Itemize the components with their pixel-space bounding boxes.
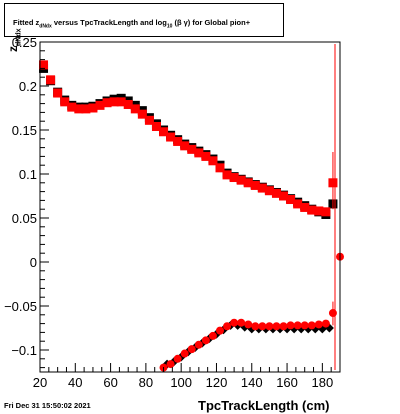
x-tick-label: 20 bbox=[33, 375, 47, 390]
x-tick-label: 160 bbox=[276, 375, 298, 390]
data-point-circle bbox=[314, 320, 323, 329]
data-point-circle bbox=[258, 322, 267, 331]
data-point-square bbox=[130, 104, 140, 114]
data-point-circle bbox=[265, 322, 274, 331]
y-tick-label: −0.05 bbox=[4, 299, 37, 314]
data-point-square bbox=[264, 186, 274, 196]
data-point-square bbox=[116, 97, 126, 107]
data-point-square bbox=[222, 170, 232, 180]
x-tick-label: 180 bbox=[312, 375, 334, 390]
plot-area bbox=[40, 42, 340, 372]
data-point-square bbox=[74, 104, 84, 114]
data-point-circle bbox=[272, 322, 281, 331]
data-point-square bbox=[151, 121, 161, 131]
y-tick-label: 0.1 bbox=[19, 167, 37, 182]
data-point-circle bbox=[208, 331, 217, 340]
data-point-square bbox=[81, 104, 91, 114]
data-point-square bbox=[236, 175, 246, 185]
x-tick-label: 120 bbox=[206, 375, 228, 390]
data-point-square bbox=[180, 141, 190, 151]
data-point-circle bbox=[300, 321, 309, 330]
data-point-square bbox=[95, 100, 105, 110]
data-point-square bbox=[271, 188, 281, 198]
data-point-circle bbox=[321, 319, 330, 328]
y-tick-label: 0.05 bbox=[12, 211, 37, 226]
data-point-square bbox=[286, 195, 296, 205]
data-point-circle bbox=[237, 318, 246, 327]
data-point-square bbox=[321, 207, 331, 217]
timestamp-footer: Fri Dec 31 15:50:02 2021 bbox=[4, 401, 91, 410]
y-tick-label: 0 bbox=[30, 255, 37, 270]
data-point-square bbox=[250, 180, 260, 190]
title-z-sub: dNdx bbox=[39, 23, 52, 30]
chart-axes: 20 40 60 80 100 120 140 160 180 −0.1 −0.05 0 0.05 0.1… bbox=[4, 35, 341, 390]
data-point-square bbox=[166, 132, 176, 142]
y-tick-label: 0.15 bbox=[12, 123, 37, 138]
data-point-circle bbox=[223, 322, 232, 331]
y-axis-label: zdNdx bbox=[6, 29, 22, 53]
data-point-square bbox=[307, 205, 317, 215]
data-point-circle bbox=[286, 321, 295, 330]
title-beta-gamma: (β γ) bbox=[174, 18, 191, 27]
data-point-circle bbox=[166, 360, 175, 369]
data-point-circle bbox=[180, 349, 189, 358]
data-point-circle bbox=[194, 340, 203, 349]
data-point-square bbox=[123, 99, 133, 109]
data-point-square bbox=[53, 88, 63, 98]
data-point-square bbox=[102, 98, 112, 108]
x-tick-label: 140 bbox=[241, 375, 263, 390]
data-point-square bbox=[173, 136, 183, 146]
data-point-square bbox=[46, 75, 56, 85]
data-point-square bbox=[194, 148, 204, 158]
data-point-square bbox=[109, 97, 119, 107]
data-point-circle bbox=[173, 354, 182, 363]
data-point-circle bbox=[293, 321, 302, 330]
x-axis-label: TpcTrackLength (cm) bbox=[198, 398, 330, 413]
data-point-circle bbox=[216, 326, 224, 335]
y-axis-label-sub: dNdx bbox=[15, 28, 23, 47]
title-suffix: for Global pion+ bbox=[192, 18, 251, 27]
title-prefix: Fitted bbox=[13, 18, 34, 27]
y-axis-label-main: z bbox=[6, 46, 20, 52]
data-point-square bbox=[243, 178, 253, 188]
data-point-square bbox=[187, 144, 197, 154]
data-point-circle bbox=[230, 318, 239, 327]
data-point-square bbox=[215, 163, 225, 173]
data-point-square bbox=[67, 102, 77, 112]
data-point-square bbox=[229, 173, 239, 183]
data-point-square bbox=[159, 127, 169, 137]
chart-marks bbox=[39, 60, 344, 372]
data-point-circle bbox=[307, 321, 316, 330]
data-point-circle bbox=[187, 345, 196, 354]
title-z: z bbox=[35, 18, 40, 27]
data-point-square bbox=[293, 199, 303, 209]
data-point-square bbox=[208, 156, 218, 166]
data-point-square bbox=[137, 109, 147, 119]
title-middle: versus TpcTrackLength and log bbox=[53, 18, 167, 27]
data-point-square bbox=[144, 115, 154, 125]
data-point-square bbox=[257, 183, 267, 193]
data-point-square bbox=[88, 103, 98, 113]
data-point-circle bbox=[201, 336, 210, 345]
data-point-square bbox=[39, 60, 49, 70]
y-tick-label: 0.25 bbox=[12, 35, 37, 50]
data-point-square bbox=[279, 191, 289, 201]
data-point-circle bbox=[244, 320, 253, 329]
chart-title: Fitted zdNdx versus TpcTrackLength and l… bbox=[13, 18, 250, 30]
data-point-circle bbox=[251, 322, 260, 331]
x-tick-label: 40 bbox=[68, 375, 82, 390]
data-point-circle bbox=[279, 322, 288, 331]
x-tick-label: 60 bbox=[103, 375, 117, 390]
y-tick-label: 0.2 bbox=[19, 79, 37, 94]
data-point-square bbox=[201, 151, 211, 161]
data-point-square bbox=[300, 202, 310, 212]
x-tick-label: 100 bbox=[170, 375, 192, 390]
x-tick-label: 80 bbox=[139, 375, 153, 390]
y-tick-label: −0.1 bbox=[11, 343, 37, 358]
data-point-square bbox=[60, 97, 70, 107]
data-point-square bbox=[314, 206, 324, 216]
title-log-sub: 10 bbox=[166, 23, 173, 30]
title-box: Fitted zdNdx versus TpcTrackLength and l… bbox=[4, 3, 284, 37]
